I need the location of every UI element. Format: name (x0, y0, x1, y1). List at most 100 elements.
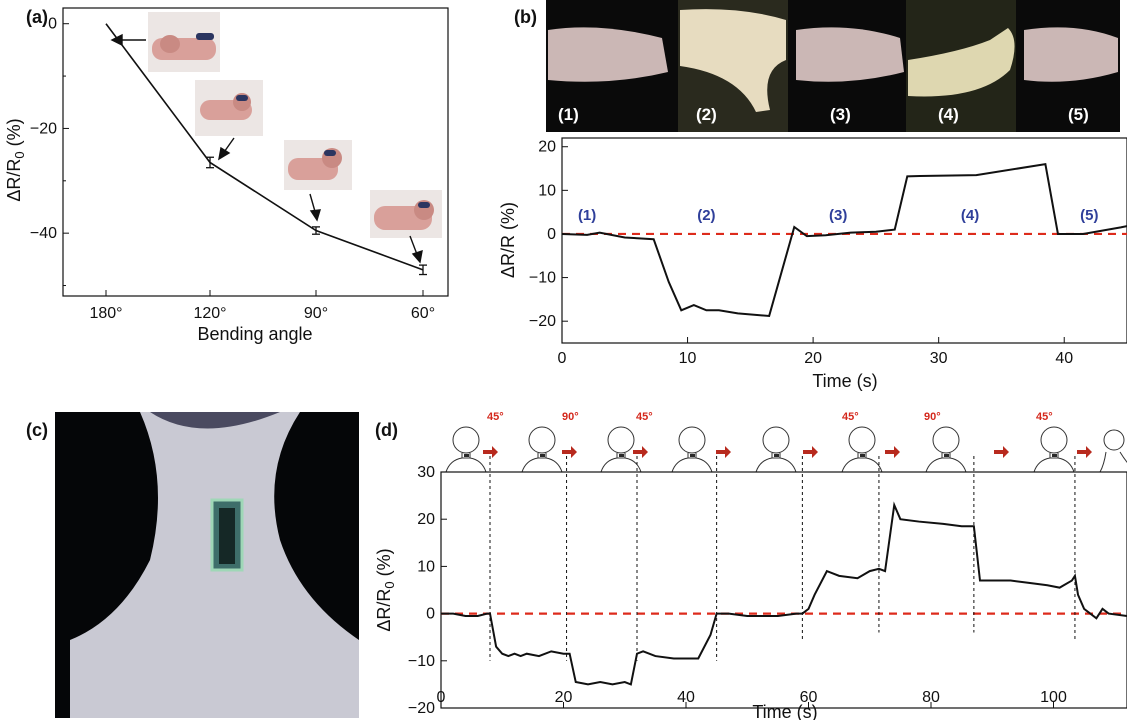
finger-photo-90-icon (284, 140, 352, 190)
plot-a-arrows (110, 33, 423, 264)
x-tick-label: 20 (555, 689, 573, 706)
segment-label: (3) (829, 207, 847, 224)
sensor-mark (540, 454, 545, 457)
x-tick-label: 180° (89, 305, 122, 322)
neck-outline (461, 453, 471, 459)
shoulder-outline (841, 457, 883, 473)
sensor-mark (690, 454, 695, 457)
angle-label: 45° (636, 411, 653, 423)
head-outline (932, 426, 960, 454)
x-tick-label: 0 (437, 689, 446, 706)
arm-photo-5-icon (1024, 27, 1118, 82)
step-arrow-icon (562, 446, 577, 458)
head-outline (1103, 429, 1125, 451)
plot-d-frame (440, 471, 1127, 709)
step-arrow-icon (1077, 446, 1092, 458)
plot-d-event-lines (489, 456, 1076, 661)
head-pose-icon (925, 426, 967, 473)
shoulder-outline (1033, 457, 1075, 473)
y-tick-label: −10 (529, 270, 556, 287)
neck-outline (1049, 453, 1059, 459)
plot-a-data (105, 23, 427, 276)
x-tick-label: 10 (679, 350, 697, 367)
plot-b-xlabel: Time (s) (812, 371, 877, 391)
shoulder-outline (671, 457, 713, 473)
y-tick-label: −20 (529, 313, 556, 330)
arm-photo-label-1: (1) (558, 105, 579, 124)
plot-a-ylabel: ΔR/R0 (%) (4, 118, 27, 201)
plot-d-xlabel: Time (s) (752, 702, 817, 720)
finger-photo-120-icon (195, 80, 263, 136)
y-tick-label: 20 (538, 139, 556, 156)
panel-label-d: (d) (375, 420, 398, 440)
head-pose-icon (600, 426, 642, 473)
y-tick-label: 0 (426, 606, 435, 623)
step-arrow-icon (716, 446, 731, 458)
plot-d-x-ticks: 0 20 40 60 80 100 (437, 689, 1067, 708)
plot-d-y-ticks: 30 20 10 0 −10 −20 (408, 464, 447, 717)
panel-a: 0 −20 −40 180° 120° 90° 60° Bending angle ΔR/… (4, 7, 449, 344)
head-pose-icon (445, 426, 487, 473)
neck-outline (1099, 451, 1127, 473)
x-tick-label: 90° (304, 305, 328, 322)
x-tick-label: 80 (922, 689, 940, 706)
segment-label: (5) (1080, 207, 1098, 224)
angle-label: 45° (842, 411, 859, 423)
neck-outline (771, 453, 781, 459)
plot-a-y-ticks: 0 −20 −40 (30, 16, 69, 287)
shoulder-outline (521, 457, 563, 473)
y-tick-label: 0 (48, 16, 57, 33)
step-arrow-icon (994, 446, 1009, 458)
arm-photo-4-icon (906, 0, 1016, 132)
y-tick-label: 0 (547, 226, 556, 243)
head-pose-sequence: 45° 90° 45° 45° 90° 45° (445, 411, 1127, 473)
y-tick-label: −10 (408, 653, 435, 670)
segment-label: (1) (578, 207, 596, 224)
head-pose-icon (1099, 429, 1127, 473)
sensor-mark (1052, 454, 1057, 457)
x-tick-label: 30 (930, 350, 948, 367)
sensor-mark (619, 454, 624, 457)
series-line (561, 163, 1127, 318)
neck-outline (857, 453, 867, 459)
sensor-mark (464, 454, 469, 457)
neck-outline (537, 453, 547, 459)
x-tick-label: 60 (800, 689, 818, 706)
shoulder-outline (925, 457, 967, 473)
finger-photo-60-icon (370, 190, 442, 238)
arm-photo-label-5: (5) (1068, 105, 1089, 124)
head-outline (607, 426, 635, 454)
angle-label: 45° (487, 411, 504, 423)
head-pose-icon (755, 426, 797, 473)
y-tick-label: 20 (417, 511, 435, 528)
y-tick-label: −40 (30, 225, 57, 242)
plot-b-frame (561, 137, 1127, 344)
panel-label-a: (a) (26, 7, 48, 27)
finger-photo-180-icon (148, 12, 220, 72)
arm-photo-1-icon (548, 27, 668, 82)
head-outline (762, 426, 790, 454)
x-tick-label: 100 (1040, 689, 1067, 706)
x-tick-label: 60° (411, 305, 435, 322)
plot-a-xlabel: Bending angle (197, 324, 312, 344)
x-tick-label: 120° (193, 305, 226, 322)
shoulder-outline (445, 457, 487, 473)
x-tick-label: 40 (1055, 350, 1073, 367)
arm-photo-strip: (1) (2) (3) (4) (5) (546, 0, 1120, 132)
y-tick-label: 10 (417, 558, 435, 575)
head-pose-icon (521, 426, 563, 473)
segment-label: (2) (697, 207, 715, 224)
panel-b: (1) (2) (3) (4) (5) 20 10 0 −10 −20 0 10 20 30 4… (498, 0, 1127, 391)
step-arrow-icon (633, 446, 648, 458)
angle-label: 45° (1036, 411, 1053, 423)
plot-b-ylabel: ΔR/R (%) (498, 202, 518, 278)
head-pose-icon (1033, 426, 1075, 473)
head-outline (452, 426, 480, 454)
head-outline (528, 426, 556, 454)
step-arrow-icon (803, 446, 818, 458)
neck-outline (616, 453, 626, 459)
shoulder-outline (755, 457, 797, 473)
neck-outline (687, 453, 697, 459)
